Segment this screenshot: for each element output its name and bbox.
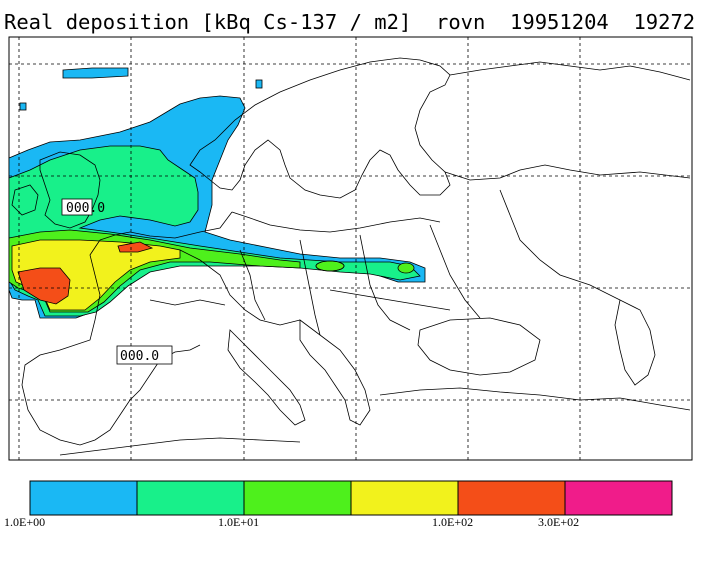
- value-label-north-group: 000.0: [61, 198, 105, 216]
- contour-level-5-north: [117, 241, 154, 253]
- legend-label-3: 1.0E+02: [432, 515, 474, 529]
- legend-bin-3: [243, 480, 352, 516]
- map-title: Real deposition [kBq Cs-137 / m2] rovn 1…: [4, 10, 696, 34]
- contour-level-3-east-2: [397, 262, 415, 274]
- legend-label-4: 3.0E+02: [538, 515, 580, 529]
- legend-bin-4: [350, 480, 459, 516]
- value-label-north-box: [61, 198, 93, 216]
- value-label-south-box: [116, 345, 173, 365]
- legend-bin-5: [457, 480, 566, 516]
- contour-level-1-dot: [255, 79, 263, 89]
- contour-level-1-dot-2: [19, 102, 27, 111]
- legend-label-1: 1.0E+00: [4, 515, 46, 529]
- value-label-north: 000.0: [66, 201, 105, 216]
- coastlines: [11, 57, 691, 456]
- value-label-south: 000.0: [120, 349, 159, 364]
- legend-label-2: 1.0E+01: [218, 515, 260, 529]
- warsaw-marker: [315, 260, 345, 272]
- legend-bin-6: [564, 480, 673, 516]
- contour-level-1-north: [62, 67, 129, 79]
- graticule: [9, 37, 692, 460]
- value-label-south-group: 000.0: [116, 345, 173, 365]
- contour-level-5: [17, 267, 71, 305]
- legend-bin-1: [29, 480, 138, 516]
- legend-bin-2: [136, 480, 245, 516]
- legend: [29, 480, 673, 516]
